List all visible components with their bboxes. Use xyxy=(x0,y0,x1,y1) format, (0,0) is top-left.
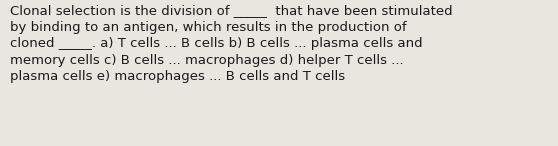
Text: Clonal selection is the division of _____  that have been stimulated
by binding : Clonal selection is the division of ____… xyxy=(10,4,453,83)
